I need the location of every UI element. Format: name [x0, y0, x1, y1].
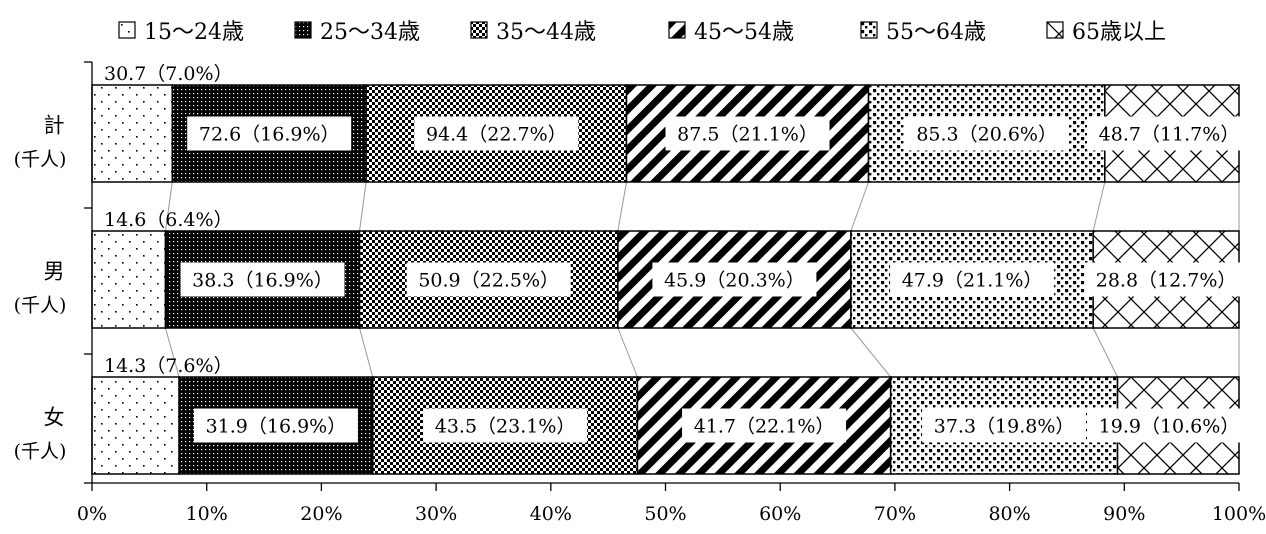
legend-item: 45～54歳 [668, 10, 794, 50]
data-label: 87.5（21.1%） [677, 124, 818, 146]
legend-swatch [860, 21, 878, 39]
data-label-box [652, 262, 817, 297]
data-label-box [180, 262, 345, 297]
series-line [164, 181, 173, 232]
data-label: 14.3（7.6%） [104, 355, 233, 377]
x-tick-label: 20% [300, 503, 342, 525]
data-label: 48.7（11.7%） [1099, 124, 1240, 146]
legend-swatch [118, 21, 136, 39]
series-line [164, 327, 180, 378]
data-label: 41.7（22.1%） [694, 416, 835, 438]
x-tick-label: 80% [988, 503, 1030, 525]
data-label: 85.3（20.6%） [916, 124, 1057, 146]
legend-label: 65歳以上 [1072, 20, 1166, 45]
data-label-box [1087, 116, 1251, 151]
x-tick-label: 10% [186, 503, 228, 525]
data-label: 94.4（22.7%） [426, 124, 567, 146]
legend-swatch [1046, 21, 1064, 39]
x-tick-label: 90% [1103, 503, 1145, 525]
legend-label: 45～54歳 [694, 20, 794, 45]
data-label: 14.6（6.4%） [104, 209, 233, 231]
legend-item: 15～24歳 [118, 10, 244, 50]
data-label-box [682, 408, 847, 443]
data-label: 72.6（16.9%） [199, 124, 340, 146]
x-tick-label: 50% [644, 503, 686, 525]
series-line [617, 327, 638, 378]
data-label: 50.9（22.5%） [418, 270, 559, 292]
legend-item: 35～44歳 [470, 10, 596, 50]
legend-label: 55～64歳 [886, 20, 986, 45]
data-label: 45.9（20.3%） [664, 270, 805, 292]
category-unit: (千人) [14, 295, 67, 317]
data-label: 30.7（7.0%） [104, 63, 233, 85]
category-label: 女 [44, 406, 65, 430]
x-tick-label: 0% [77, 503, 107, 525]
data-label-box [406, 262, 571, 297]
category-label: 計 [44, 114, 65, 138]
x-tick-label: 100% [1212, 503, 1266, 525]
category-label: 男 [44, 260, 65, 284]
legend-label: 15～24歳 [144, 20, 244, 45]
series-line [850, 181, 869, 232]
data-label: 38.3（16.9%） [192, 270, 333, 292]
series-line [1092, 327, 1118, 378]
x-tick-label: 30% [415, 503, 457, 525]
legend-item: 25～34歳 [294, 10, 420, 50]
legend-swatch [294, 21, 312, 39]
data-label: 43.5（23.1%） [435, 416, 576, 438]
x-tick-label: 70% [874, 503, 916, 525]
data-label-box [1087, 408, 1251, 443]
data-label: 31.9（16.9%） [206, 416, 347, 438]
series-line [1092, 181, 1106, 232]
series-line [617, 181, 627, 232]
data-label-box [890, 262, 1055, 297]
x-tick-label: 60% [759, 503, 801, 525]
data-label-box [193, 408, 358, 443]
data-label-box [922, 408, 1087, 443]
series-line [359, 181, 367, 232]
data-label-box [904, 116, 1069, 151]
legend-swatch [470, 21, 488, 39]
category-unit: (千人) [14, 149, 67, 171]
bar-segment [91, 376, 180, 475]
legend-item: 65歳以上 [1046, 10, 1166, 50]
data-label: 47.9（21.1%） [902, 270, 1043, 292]
legend-swatch [668, 21, 686, 39]
series-line [850, 327, 892, 378]
x-tick-label: 40% [530, 503, 572, 525]
bar-segment [91, 84, 174, 183]
category-unit: (千人) [14, 441, 67, 463]
bar-segment [91, 230, 167, 329]
legend: 15～24歳 25～34歳 35～44歳 45～54歳 55～64歳 65歳以上 [0, 10, 1266, 50]
legend-label: 35～44歳 [496, 20, 596, 45]
legend-item: 55～64歳 [860, 10, 986, 50]
data-label-box [423, 408, 588, 443]
data-label-box [1084, 262, 1249, 297]
data-label-box [665, 116, 830, 151]
data-label: 37.3（19.8%） [934, 416, 1075, 438]
data-label-box [414, 116, 579, 151]
series-line [359, 327, 374, 378]
data-label-box [187, 116, 352, 151]
data-label: 28.8（12.7%） [1096, 270, 1237, 292]
data-label: 19.9（10.6%） [1099, 416, 1240, 438]
legend-label: 25～34歳 [320, 20, 420, 45]
